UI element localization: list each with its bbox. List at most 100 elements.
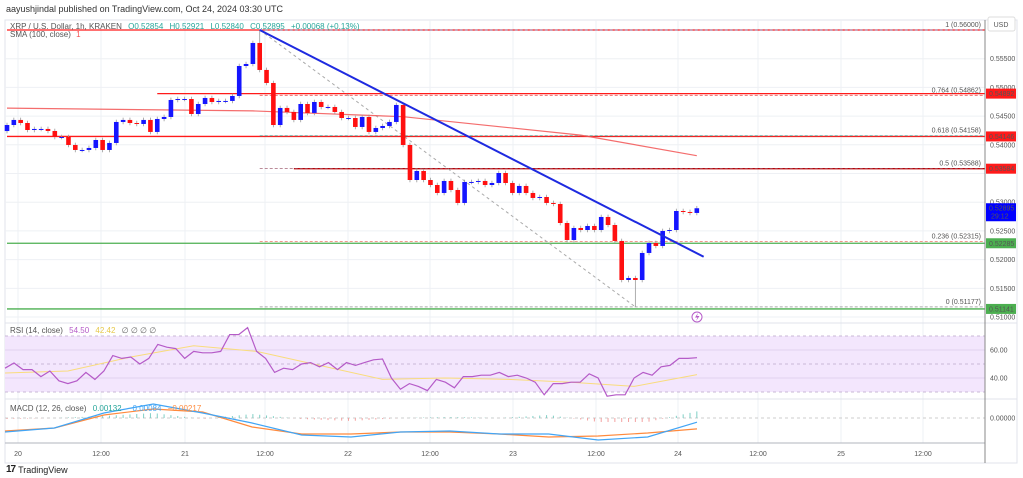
candle (264, 67, 269, 86)
candle-body (619, 240, 624, 280)
rsi-band (5, 336, 985, 392)
candle-body (598, 216, 604, 230)
price-badge: 0.54892 (986, 88, 1016, 99)
candle (373, 125, 379, 135)
macd-legend-label: MACD (12, 26, close) (10, 404, 87, 413)
candle (127, 117, 133, 126)
rsi-tick-label: 60.00 (990, 348, 1008, 355)
lightning-icon[interactable] (691, 311, 703, 323)
sma-legend[interactable]: SMA (100, close) 1 (10, 30, 81, 39)
currency-button[interactable] (987, 16, 1016, 32)
candle (626, 275, 631, 283)
candle-body (667, 230, 672, 231)
price-tick-label: 0.55000 (990, 85, 1015, 92)
price-tick-label: 0.55500 (990, 56, 1015, 63)
candle (86, 145, 92, 153)
candle (475, 178, 481, 185)
candle (312, 99, 317, 116)
candle (537, 194, 543, 201)
candle-body (100, 139, 105, 150)
candle (366, 114, 372, 135)
high-value: H0.52921 (170, 22, 205, 31)
candle (680, 208, 686, 215)
candle (482, 178, 488, 188)
candle-body (551, 202, 556, 204)
candle-body (148, 119, 153, 132)
candle (120, 117, 126, 125)
candle-body (52, 130, 58, 138)
candle (45, 126, 51, 134)
candle-body (141, 119, 146, 124)
candle (100, 137, 105, 153)
time-tick-label: 21 (181, 451, 189, 458)
trendline[interactable] (259, 29, 705, 258)
candle (619, 238, 624, 283)
candle (653, 240, 659, 249)
candle-body (353, 118, 358, 127)
time-tick-label: 23 (509, 451, 517, 458)
candle (571, 225, 577, 243)
price-tick-label: 0.51500 (990, 286, 1015, 293)
candle-body (202, 97, 208, 104)
candle (557, 201, 563, 226)
candle-body (421, 170, 426, 180)
rsi-line (4, 326, 698, 397)
trendline-line[interactable] (259, 29, 705, 258)
candle-body (489, 182, 495, 185)
candle-body (660, 230, 665, 246)
price-badge-text: 0.53584 (989, 166, 1014, 173)
candle (674, 208, 679, 233)
candle-body (564, 222, 570, 240)
candle (66, 134, 71, 148)
macd-legend[interactable]: MACD (12, 26, close) 0.00132 −0.00084 −0… (10, 404, 202, 413)
candle (209, 95, 215, 105)
candle (52, 128, 58, 140)
candle-body (653, 242, 659, 246)
time-axis[interactable]: 20 12:00 21 12:00 22 12:00 23 12:00 24 12:00 25 12:… (14, 451, 932, 458)
candle-body (195, 103, 201, 114)
price-axis[interactable]: 60.00 40.00 0.00000 0.55500 0.55000 0.54500 0.… (986, 56, 1016, 423)
candle (154, 116, 160, 135)
candle (503, 170, 508, 186)
branding-text: TradingView (18, 464, 68, 475)
candle-body (271, 82, 276, 126)
candle-body (448, 180, 454, 190)
fib-label: 0 (0.51177) (946, 299, 981, 306)
candle-body (339, 111, 344, 119)
candle-body (516, 185, 522, 193)
rsi-legend[interactable]: RSI (14, close) 54.50 42.42 ∅ ∅ ∅ ∅ (10, 326, 156, 335)
symbol-legend[interactable]: XRP / U.S. Dollar, 1h, KRAKEN O0.52854 H… (10, 22, 360, 31)
rsi-guides (5, 335, 985, 393)
candle-body (79, 149, 85, 151)
price-badge-text: 0.52285 (989, 241, 1014, 248)
candle-body (216, 100, 222, 102)
candle-body (32, 128, 37, 130)
candle (277, 105, 283, 128)
candle (551, 200, 556, 207)
candle (38, 126, 44, 132)
macd-signal-value: −0.00217 (168, 404, 202, 413)
candle (346, 115, 351, 121)
candle-body (107, 142, 112, 150)
candle-body (277, 107, 283, 126)
candle-body (38, 128, 44, 130)
candle-body (298, 103, 303, 120)
candle-body (154, 118, 160, 132)
candle-body (257, 42, 263, 70)
candle (250, 40, 256, 67)
candle-body (182, 99, 187, 101)
low-value: L0.52840 (210, 22, 244, 31)
candle (148, 117, 153, 135)
candle (380, 123, 385, 131)
time-tick-label: 12:00 (421, 451, 439, 458)
candle-body (503, 172, 508, 183)
candle-body (209, 97, 215, 102)
tradingview-branding[interactable]: 17 TradingView (6, 464, 68, 475)
sma-legend-flag: 1 (76, 30, 81, 39)
candle-body (18, 119, 23, 123)
candle (469, 179, 474, 185)
candle-body (120, 119, 126, 122)
candle-body (134, 122, 140, 124)
candle-body (428, 180, 433, 185)
